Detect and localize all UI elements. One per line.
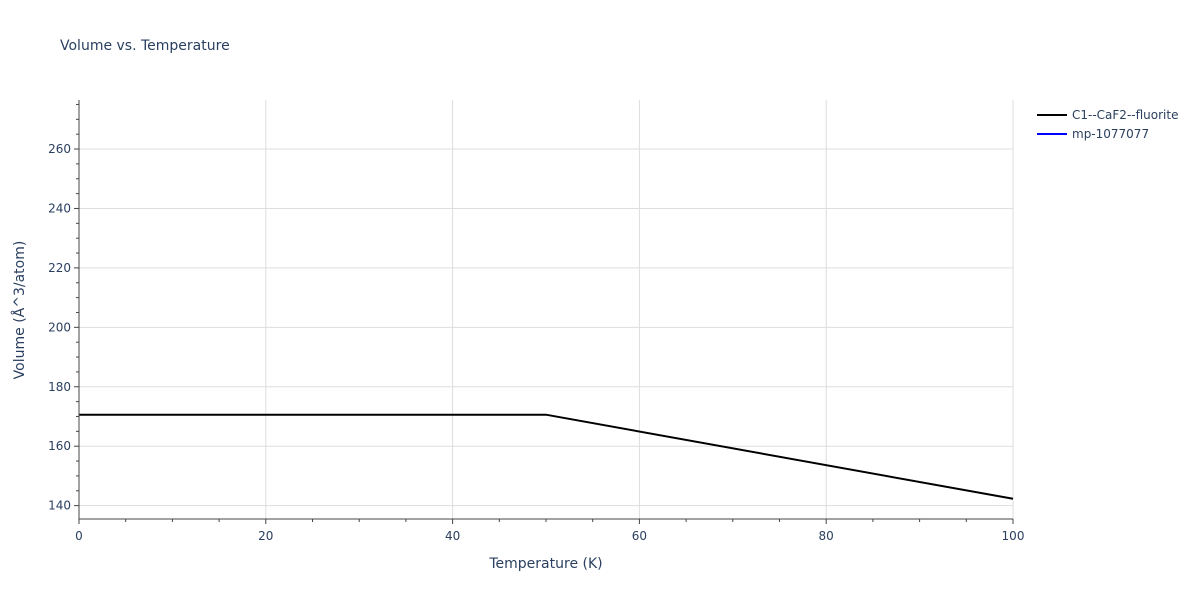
legend-label: C1--CaF2--fluorite <box>1072 108 1178 122</box>
legend-label: mp-1077077 <box>1072 127 1149 141</box>
x-tick-label: 20 <box>258 529 273 543</box>
x-tick-label: 60 <box>632 529 647 543</box>
y-tick-label: 140 <box>48 499 71 513</box>
y-tick-label: 160 <box>48 439 71 453</box>
x-ticks: 0 20 40 60 80 100 <box>75 519 1024 543</box>
x-tick-label: 80 <box>819 529 834 543</box>
y-axis-title: Volume (Å^3/atom) <box>11 241 28 380</box>
y-tick-label: 180 <box>48 380 71 394</box>
x-gridlines <box>265 100 1014 519</box>
series-line <box>79 413 1014 500</box>
y-tick-label: 260 <box>48 142 71 156</box>
x-tick-label: 40 <box>445 529 460 543</box>
legend[interactable]: C1--CaF2--fluorite mp-1077077 <box>1037 108 1178 141</box>
y-tick-label: 200 <box>48 320 71 334</box>
y-tick-label: 240 <box>48 201 71 215</box>
y-gridlines <box>79 148 1013 507</box>
chart-title: Volume vs. Temperature <box>60 38 230 54</box>
x-tick-label: 100 <box>1002 529 1025 543</box>
x-axis-title: Temperature (K) <box>488 556 602 572</box>
x-tick-label: 0 <box>75 529 83 543</box>
y-ticks: 140 160 180 200 220 240 260 <box>48 103 79 513</box>
legend-item[interactable]: C1--CaF2--fluorite <box>1037 108 1178 122</box>
legend-item[interactable]: mp-1077077 <box>1037 127 1149 141</box>
y-tick-label: 220 <box>48 261 71 275</box>
series-layer <box>79 413 1014 500</box>
